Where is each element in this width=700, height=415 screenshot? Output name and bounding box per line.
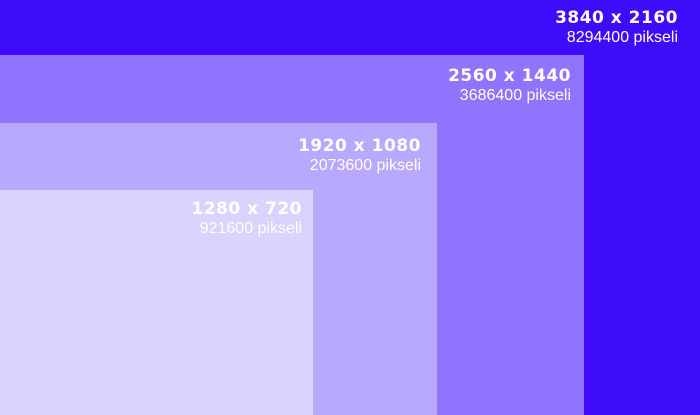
label-1920x1080: 1920 x 1080 2073600 pikseli: [298, 136, 421, 176]
label-1280x720: 1280 x 720 921600 pikseli: [191, 199, 302, 239]
dimensions-text: 2560 x 1440: [448, 66, 571, 86]
label-3840x2160: 3840 x 2160 8294400 pikseli: [555, 8, 678, 48]
pixel-count-text: 3686400 pikseli: [459, 87, 571, 104]
dimensions-text: 1920 x 1080: [298, 136, 421, 156]
dimensions-text: 1280 x 720: [191, 199, 302, 219]
dimensions-text: 3840 x 2160: [555, 8, 678, 28]
label-2560x1440: 2560 x 1440 3686400 pikseli: [448, 66, 571, 106]
pixel-count-text: 2073600 pikseli: [309, 157, 421, 174]
pixel-count-text: 8294400 pikseli: [566, 29, 678, 46]
pixel-count-text: 921600 pikseli: [199, 220, 302, 237]
resolution-block-1280x720: [0, 190, 313, 415]
